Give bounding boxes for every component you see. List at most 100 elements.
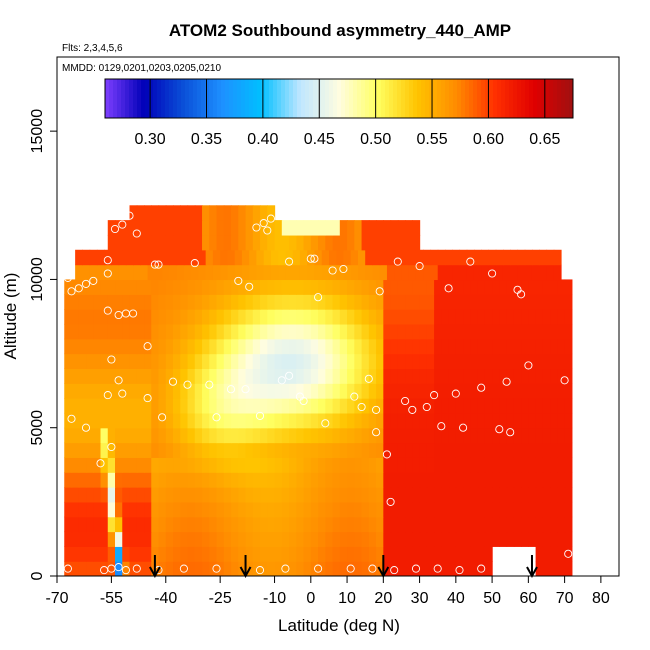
sample-point	[118, 220, 127, 229]
heatmap-cell	[499, 353, 508, 369]
heatmap-cell	[310, 531, 319, 547]
sample-points-layer	[63, 211, 573, 575]
heatmap-cell	[216, 427, 225, 444]
heatmap-cell	[216, 279, 225, 295]
heatmap-cell	[361, 516, 370, 533]
heatmap-cell	[477, 294, 486, 310]
heatmap-cell	[383, 546, 392, 562]
heatmap-cell	[158, 294, 167, 310]
heatmap-cell	[463, 472, 471, 488]
heatmap-cell	[289, 353, 297, 369]
heatmap-cell	[553, 264, 562, 281]
heatmap-cell	[245, 546, 254, 562]
heatmap-cell	[426, 442, 435, 458]
heatmap-cell	[499, 427, 508, 444]
heatmap-cell	[390, 546, 399, 562]
heatmap-cell	[289, 220, 297, 236]
heatmap-cell	[216, 501, 225, 518]
heatmap-cell	[267, 531, 276, 547]
heatmap-cell	[564, 412, 573, 429]
heatmap-cell	[528, 279, 537, 295]
heatmap-cell	[220, 249, 229, 266]
heatmap-cell	[470, 531, 479, 547]
heatmap-cell	[71, 398, 80, 414]
heatmap-cell	[484, 516, 493, 533]
heatmap-cell	[394, 249, 403, 266]
heatmap-cell	[550, 338, 558, 355]
heatmap-cell	[339, 368, 348, 384]
heatmap-cell	[115, 427, 123, 444]
sample-point	[437, 422, 446, 431]
colorbar-swatch	[257, 79, 262, 118]
heatmap-cell	[528, 472, 537, 488]
heatmap-cell	[216, 338, 225, 355]
heatmap-cell	[524, 264, 533, 281]
heatmap-cell	[234, 264, 243, 281]
heatmap-cell	[118, 249, 127, 266]
heatmap-cell	[209, 323, 218, 340]
sample-point	[285, 257, 294, 266]
heatmap-cell	[343, 264, 352, 281]
heatmap-cell	[325, 516, 334, 533]
colorbar-swatch	[517, 79, 522, 118]
heatmap-cell	[383, 353, 392, 369]
heatmap-cell	[194, 412, 203, 429]
heatmap-cell	[223, 353, 232, 369]
heatmap-cell	[339, 398, 348, 414]
colorbar-swatch	[513, 79, 518, 118]
heatmap-cell	[296, 472, 305, 488]
heatmap-cell	[274, 383, 283, 399]
heatmap-cell	[325, 398, 334, 414]
heatmap-cell	[510, 264, 519, 281]
heatmap-cell	[125, 264, 134, 281]
heatmap-cell	[180, 501, 189, 518]
heatmap-cell	[296, 323, 305, 340]
heatmap-cell	[260, 279, 268, 295]
heatmap-cell	[513, 487, 522, 503]
heatmap-cell	[535, 398, 544, 414]
heatmap-cell	[426, 338, 435, 355]
heatmap-cell	[339, 353, 348, 369]
colorbar-swatch	[225, 79, 230, 118]
heatmap-cell	[550, 487, 558, 503]
heatmap-cell	[564, 546, 573, 562]
heatmap-cell	[492, 368, 500, 384]
heatmap-cell	[550, 383, 558, 399]
heatmap-cell	[158, 309, 167, 325]
heatmap-cell	[521, 338, 529, 355]
colorbar-swatch	[505, 79, 510, 118]
heatmap-cell	[158, 220, 167, 236]
heatmap-cell	[75, 249, 83, 266]
heatmap-cell	[115, 487, 123, 503]
x-tick-label: 30	[411, 590, 429, 607]
sample-point	[477, 564, 486, 573]
heatmap-cell	[419, 427, 428, 444]
heatmap-cell	[64, 561, 73, 576]
heatmap-cell	[78, 531, 87, 547]
heatmap-cell	[332, 546, 341, 562]
heatmap-cell	[535, 338, 544, 355]
heatmap-cell	[513, 501, 522, 518]
heatmap-cell	[492, 472, 500, 488]
heatmap-cell	[448, 294, 457, 310]
colorbar-tick-label: 0.30	[135, 131, 166, 148]
x-tick-label: -70	[45, 590, 68, 607]
colorbar-swatch	[453, 79, 458, 118]
heatmap-cell	[209, 220, 218, 236]
heatmap-cell	[412, 457, 421, 473]
sample-point	[67, 287, 76, 296]
heatmap-cell	[71, 309, 80, 325]
heatmap-cell	[513, 427, 522, 444]
heatmap-cell	[151, 442, 160, 458]
heatmap-cell	[535, 323, 544, 340]
heatmap-cell	[231, 501, 239, 518]
heatmap-cell	[477, 427, 486, 444]
colorbar-swatch	[281, 79, 286, 118]
heatmap-cell	[260, 205, 268, 221]
heatmap-cell	[383, 234, 392, 251]
x-axis-label: Latitude (deg N)	[278, 616, 400, 635]
heatmap-cell	[144, 516, 152, 533]
heatmap-cell	[122, 383, 131, 399]
heatmap-cell	[107, 427, 116, 444]
sample-point	[63, 564, 72, 573]
